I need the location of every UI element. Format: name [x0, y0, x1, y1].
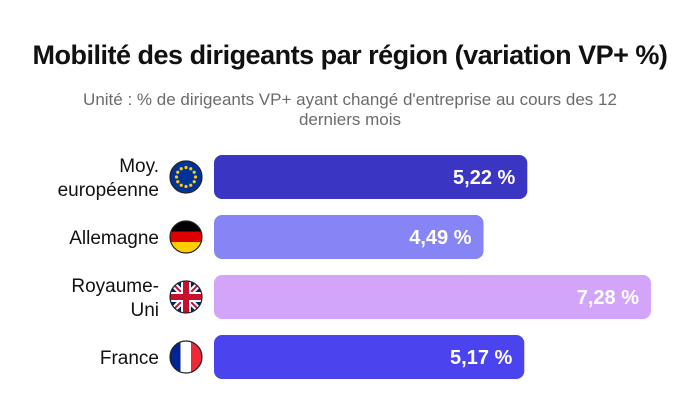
value-label: 4,49 % [409, 227, 471, 249]
value-label: 5,17 % [450, 347, 512, 369]
value-label: 7,28 % [577, 287, 639, 309]
bar [214, 335, 525, 379]
category-label: Moy. européenne [58, 156, 159, 201]
category-label: Allemagne [69, 228, 159, 249]
bar [214, 275, 651, 319]
bar [214, 155, 528, 199]
chart-subtitle: Unité : % de dirigeants VP+ ayant changé… [83, 90, 617, 129]
chart-title: Mobilité des dirigeants par région (vari… [32, 40, 668, 70]
value-label: 5,22 % [453, 167, 515, 189]
france-flag-icon [169, 340, 203, 374]
eu-flag-icon [169, 160, 203, 194]
category-label: Royaume-Uni [71, 276, 159, 321]
category-label: France [100, 348, 159, 369]
bars-group: 5,22 % Moy. européenne 4,49 % Allemagne 7,28 … [58, 155, 651, 379]
uk-flag-icon [169, 280, 203, 314]
bar [214, 215, 484, 259]
germany-flag-icon [169, 220, 203, 254]
